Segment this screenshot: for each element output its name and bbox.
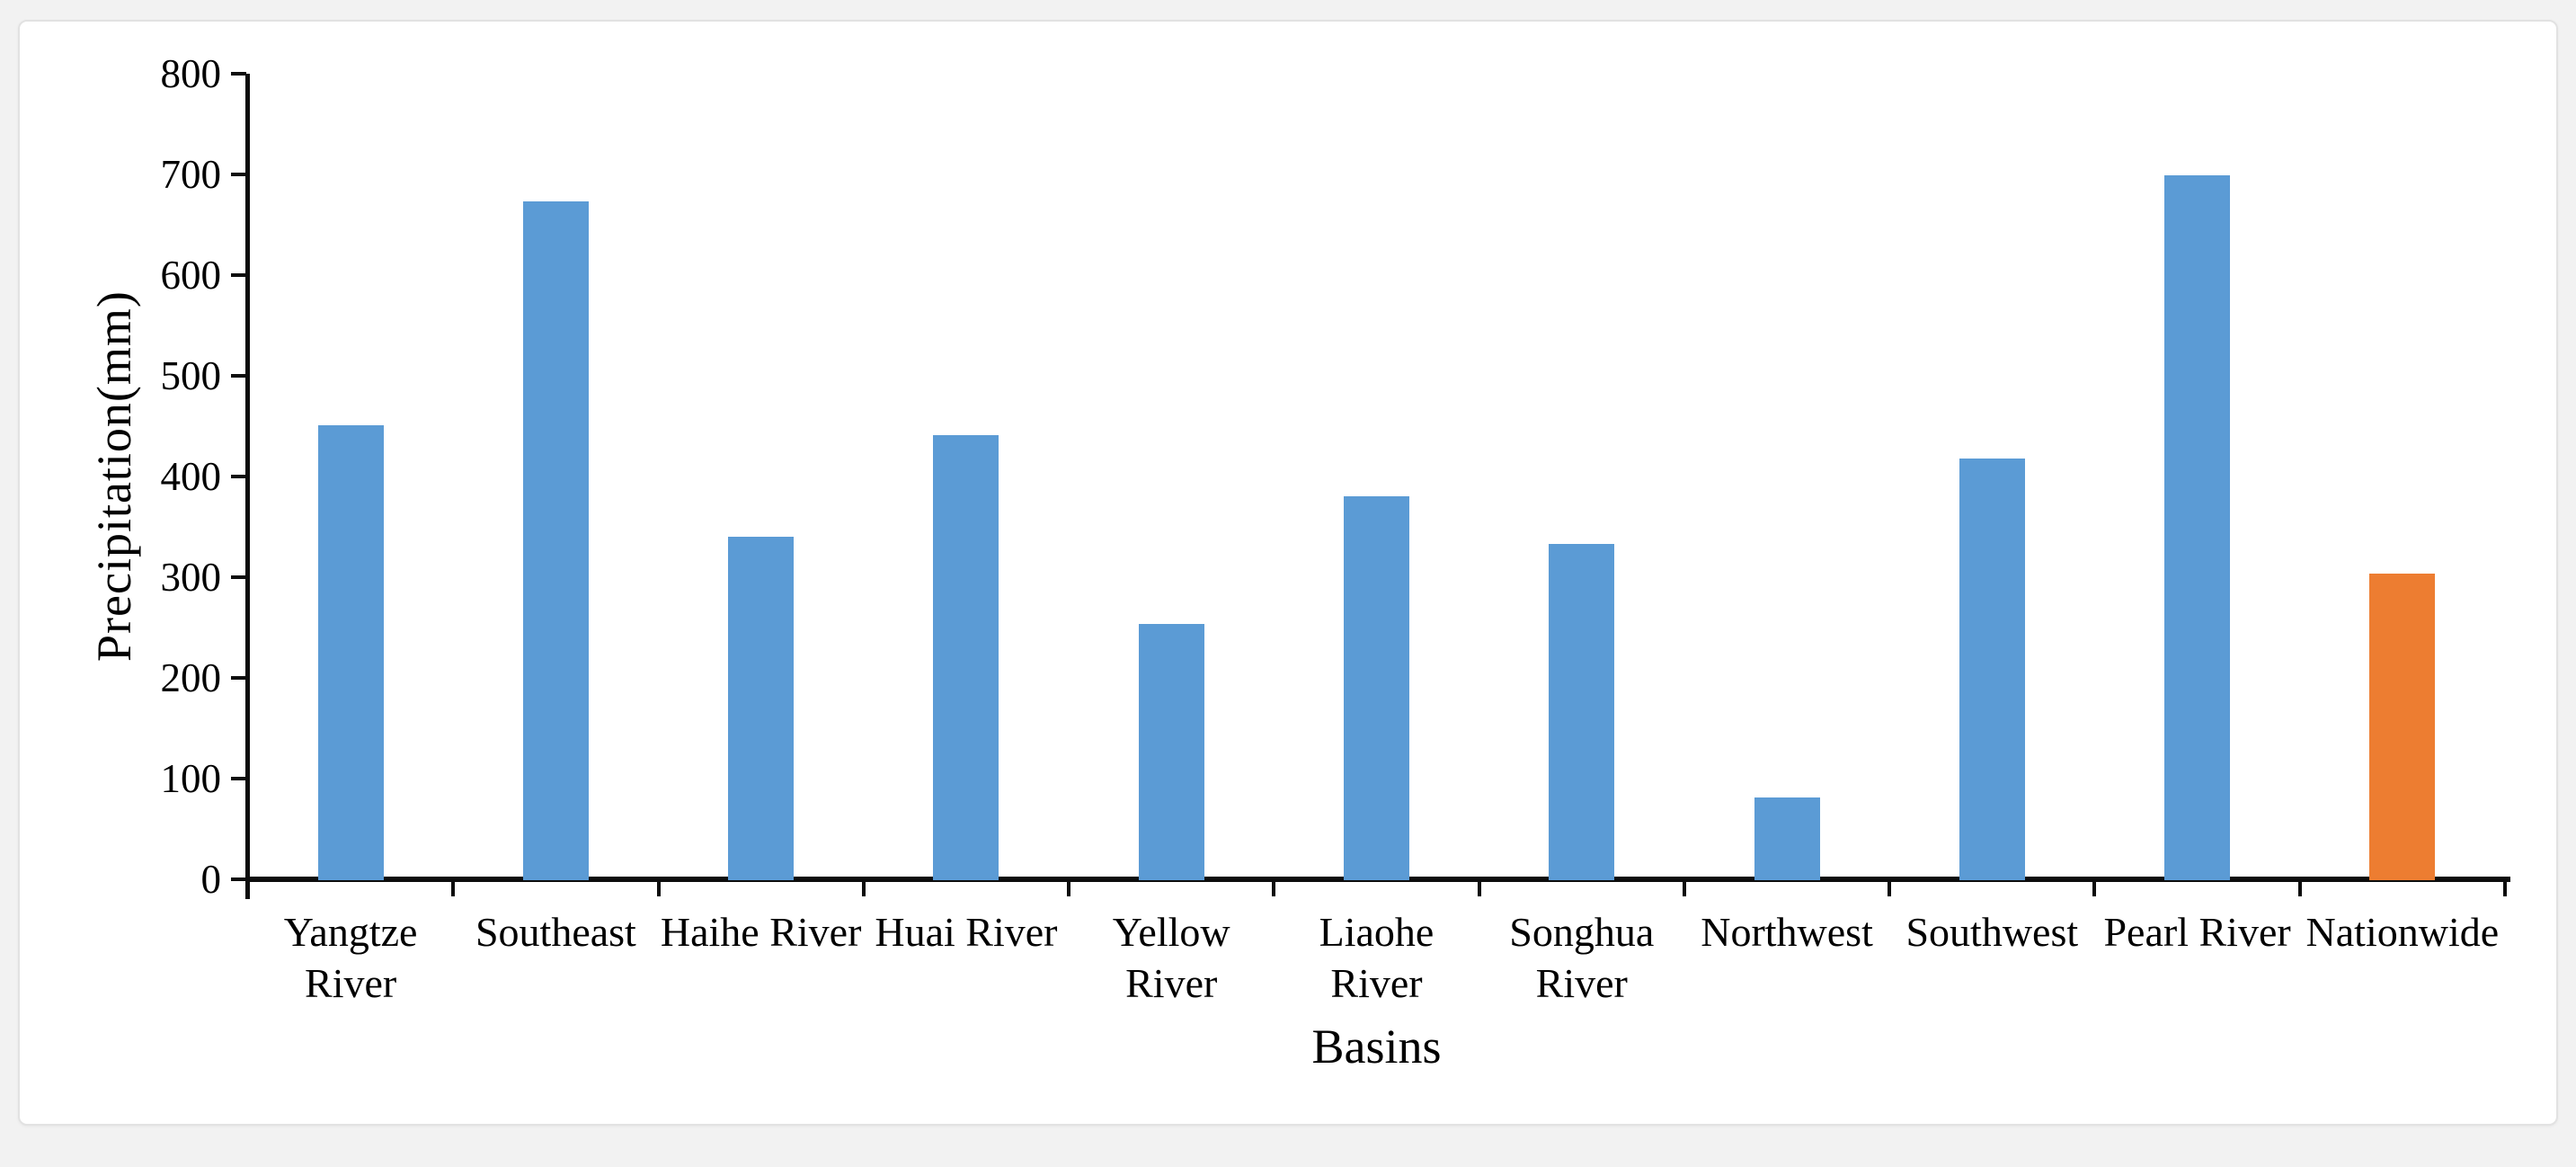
- bar-huai-river: [933, 435, 999, 880]
- category-label: Haihe River: [646, 906, 876, 958]
- y-tick-mark: [231, 374, 246, 378]
- y-tick-label: 0: [200, 857, 222, 902]
- category-label: Huai River: [851, 906, 1081, 958]
- y-tick-mark: [231, 173, 246, 176]
- x-tick-mark: [451, 879, 456, 896]
- category-label-line: Huai River: [875, 909, 1058, 955]
- y-tick-mark: [231, 877, 246, 881]
- y-tick-label: 300: [160, 555, 222, 600]
- category-label: Southwest: [1877, 906, 2107, 958]
- category-label-line: Nationwide: [2305, 909, 2500, 955]
- y-tick-label: 200: [160, 655, 222, 700]
- y-tick-label: 800: [160, 51, 222, 96]
- category-label-line: Southeast: [475, 909, 636, 955]
- bar-nationwide: [2369, 573, 2436, 880]
- x-axis-title: Basins: [1311, 1020, 1442, 1073]
- category-label-line: Songhua: [1509, 909, 1655, 955]
- chart-card: [18, 20, 2558, 1126]
- category-label: Southeast: [440, 906, 671, 958]
- x-tick-mark: [1272, 879, 1276, 896]
- x-tick-mark: [2092, 879, 2097, 896]
- category-label-line: River: [1125, 960, 1218, 1006]
- y-tick-mark: [231, 575, 246, 579]
- y-tick-label: 100: [160, 756, 222, 801]
- category-label: Northwest: [1672, 906, 1902, 958]
- y-tick-label: 600: [160, 253, 222, 298]
- x-tick-mark: [656, 879, 661, 896]
- y-tick-mark: [231, 273, 246, 277]
- y-tick-mark: [231, 72, 246, 76]
- x-tick-mark: [861, 879, 866, 896]
- bar-yangtze-river: [317, 424, 384, 880]
- bar-songhua-river: [1549, 544, 1615, 880]
- bar-pearl-river: [2164, 175, 2231, 880]
- bar-southeast: [522, 201, 589, 880]
- category-label: Yellow River: [1056, 906, 1286, 1009]
- bar-haihe-river: [728, 537, 795, 880]
- y-tick-mark: [231, 777, 246, 780]
- category-label-line: Yangtze: [283, 909, 418, 955]
- category-label: Pearl River: [2082, 906, 2312, 958]
- category-label: Songhua River: [1467, 906, 1697, 1009]
- category-label-line: Southwest: [1905, 909, 2079, 955]
- bar-northwest: [1754, 797, 1820, 880]
- y-axis-line: [245, 74, 250, 899]
- category-label: Yangtze River: [235, 906, 466, 1009]
- x-tick-mark: [1477, 879, 1481, 896]
- category-label-line: Northwest: [1701, 909, 1873, 955]
- bar-liaohe-river: [1344, 496, 1409, 880]
- category-label-line: Liaohe: [1319, 909, 1435, 955]
- y-tick-label: 500: [160, 353, 222, 398]
- category-label: Nationwide: [2287, 906, 2518, 958]
- category-label-line: River: [305, 960, 397, 1006]
- x-tick-mark: [1888, 879, 1892, 896]
- x-tick-mark: [1067, 879, 1071, 896]
- y-tick-mark: [231, 475, 246, 478]
- x-tick-mark: [2503, 879, 2507, 896]
- category-label-line: Pearl River: [2103, 909, 2291, 955]
- category-label-line: River: [1535, 960, 1628, 1006]
- y-tick-label: 700: [160, 152, 222, 197]
- x-tick-mark: [1682, 879, 1686, 896]
- category-label-line: River: [1330, 960, 1423, 1006]
- bar-yellow-river: [1138, 623, 1204, 880]
- y-tick-mark: [231, 676, 246, 680]
- y-tick-label: 400: [160, 454, 222, 499]
- x-tick-mark: [2297, 879, 2302, 896]
- bar-southwest: [1959, 458, 2025, 880]
- category-label-line: Yellow: [1112, 909, 1230, 955]
- category-label-line: Haihe River: [660, 909, 862, 955]
- category-label: Liaohe River: [1261, 906, 1491, 1009]
